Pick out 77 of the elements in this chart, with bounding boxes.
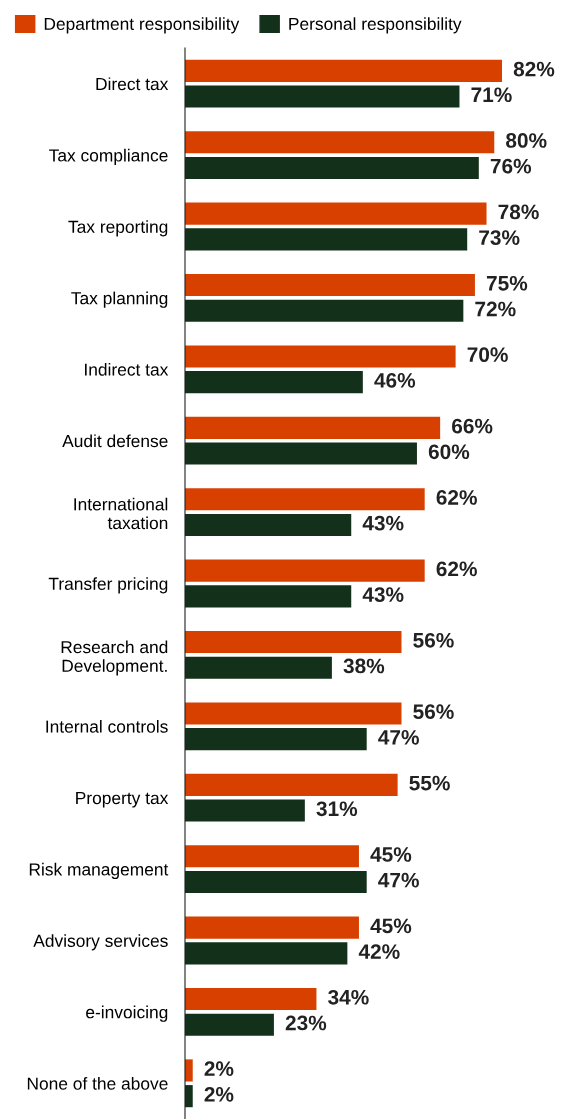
legend-label: Department responsibility <box>44 17 240 34</box>
data-label: 56% <box>413 632 454 648</box>
data-label: 45% <box>370 918 412 934</box>
data-label: 43% <box>362 587 404 602</box>
bar <box>185 202 487 225</box>
y-tick-label: Risk management <box>29 862 169 879</box>
data-label: 2% <box>204 1086 234 1102</box>
bar <box>185 702 402 725</box>
bar <box>185 488 425 511</box>
legend-label: Personal responsibility <box>289 17 462 34</box>
data-label: 73% <box>479 230 520 245</box>
bar <box>185 630 402 654</box>
bar <box>185 559 425 582</box>
data-label: 45% <box>370 847 412 862</box>
bar <box>185 987 317 1011</box>
bar <box>185 416 441 439</box>
data-label: 62% <box>436 490 477 505</box>
bar <box>185 1013 274 1036</box>
y-tick-label: Tax reporting <box>68 220 168 237</box>
data-label: 66% <box>452 418 493 434</box>
data-label: 70% <box>467 347 508 363</box>
data-label: 42% <box>358 944 400 959</box>
data-label: 38% <box>343 658 385 674</box>
bar <box>185 870 367 894</box>
bar <box>185 845 359 868</box>
data-label: 78% <box>498 204 539 220</box>
data-label: 47% <box>378 730 419 745</box>
bar <box>185 228 468 251</box>
data-label: 56% <box>413 704 454 720</box>
data-label: 60% <box>428 444 470 460</box>
y-tick-label: Direct tax <box>96 77 169 91</box>
data-label: 31% <box>316 801 358 817</box>
y-tick-label: Property tax <box>76 792 169 808</box>
data-label: 80% <box>506 133 547 148</box>
y-tick-label: Tax planning <box>71 291 168 308</box>
bar <box>185 916 359 939</box>
bar <box>185 59 502 82</box>
bar <box>185 799 305 822</box>
y-tick-label: Audit defense <box>62 434 168 448</box>
bar <box>185 1085 193 1108</box>
data-label: 76% <box>490 158 532 174</box>
y-tick-label: Research and Development. <box>61 640 168 676</box>
y-tick-label: International taxation <box>74 497 168 530</box>
bar <box>185 728 367 751</box>
data-label: 62% <box>436 561 477 577</box>
data-label: 34% <box>328 989 369 1005</box>
bar <box>185 773 398 796</box>
data-label: 47% <box>378 872 419 888</box>
data-label: 75% <box>486 275 528 291</box>
data-label: 2% <box>204 1061 234 1076</box>
bar <box>185 156 479 180</box>
bar <box>185 1059 193 1082</box>
bar <box>185 513 352 537</box>
y-tick-label: Internal controls <box>46 720 168 733</box>
bar <box>185 273 475 297</box>
data-label: 43% <box>362 515 404 531</box>
y-tick-label: Tax compliance <box>49 148 168 165</box>
data-label: 55% <box>409 775 450 791</box>
bar <box>185 85 460 108</box>
bar <box>185 371 363 394</box>
bar <box>185 942 348 965</box>
data-label: 23% <box>285 1015 327 1031</box>
y-tick-label: Advisory services <box>33 934 168 951</box>
data-label: 72% <box>475 301 516 317</box>
y-tick-label: Transfer pricing <box>48 577 168 594</box>
bar <box>185 131 495 154</box>
bar <box>185 345 456 368</box>
data-label: 71% <box>471 87 512 103</box>
bar <box>185 656 332 679</box>
bar <box>185 299 464 322</box>
data-label: 82% <box>513 61 555 77</box>
y-tick-label: e-invoicing <box>86 1005 168 1022</box>
data-label: 46% <box>374 372 416 388</box>
y-tick-label: None of the above <box>27 1077 168 1090</box>
bar <box>185 442 417 465</box>
bar <box>185 585 352 608</box>
y-tick-label: Indirect tax <box>85 363 169 376</box>
